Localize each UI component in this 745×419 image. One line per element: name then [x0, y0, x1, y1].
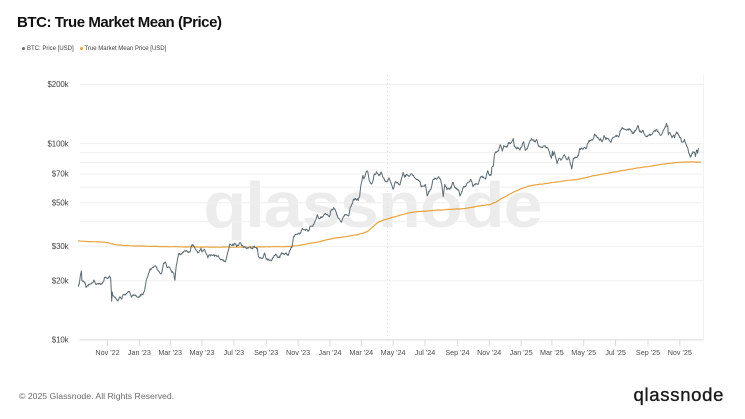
- svg-text:Jul '23: Jul '23: [224, 348, 245, 357]
- svg-text:Sep '24: Sep '24: [445, 348, 469, 357]
- svg-text:Sep '23: Sep '23: [254, 348, 278, 357]
- svg-text:$10k: $10k: [52, 336, 69, 345]
- svg-text:Mar '23: Mar '23: [158, 348, 182, 357]
- svg-text:May '25: May '25: [571, 348, 596, 357]
- svg-text:May '23: May '23: [190, 348, 215, 357]
- svg-text:Sep '25: Sep '25: [636, 348, 660, 357]
- svg-text:Jan '23: Jan '23: [128, 348, 151, 357]
- svg-text:Mar '24: Mar '24: [349, 348, 373, 357]
- svg-text:$20k: $20k: [52, 277, 69, 286]
- svg-text:Mar '25: Mar '25: [540, 348, 564, 357]
- svg-text:$50k: $50k: [52, 198, 69, 207]
- svg-text:$100k: $100k: [48, 139, 69, 148]
- svg-text:Nov '24: Nov '24: [477, 348, 501, 357]
- svg-text:Nov '23: Nov '23: [286, 348, 310, 357]
- svg-text:$200k: $200k: [48, 80, 69, 89]
- svg-text:May '24: May '24: [381, 348, 406, 357]
- svg-text:$70k: $70k: [52, 170, 69, 179]
- svg-text:Nov '22: Nov '22: [95, 348, 119, 357]
- svg-text:Jan '24: Jan '24: [319, 348, 342, 357]
- svg-text:Jan '25: Jan '25: [510, 348, 533, 357]
- svg-text:Jul '24: Jul '24: [415, 348, 436, 357]
- svg-text:Jul '25: Jul '25: [605, 348, 626, 357]
- svg-text:Nov '25: Nov '25: [668, 348, 692, 357]
- svg-text:$30k: $30k: [52, 242, 69, 251]
